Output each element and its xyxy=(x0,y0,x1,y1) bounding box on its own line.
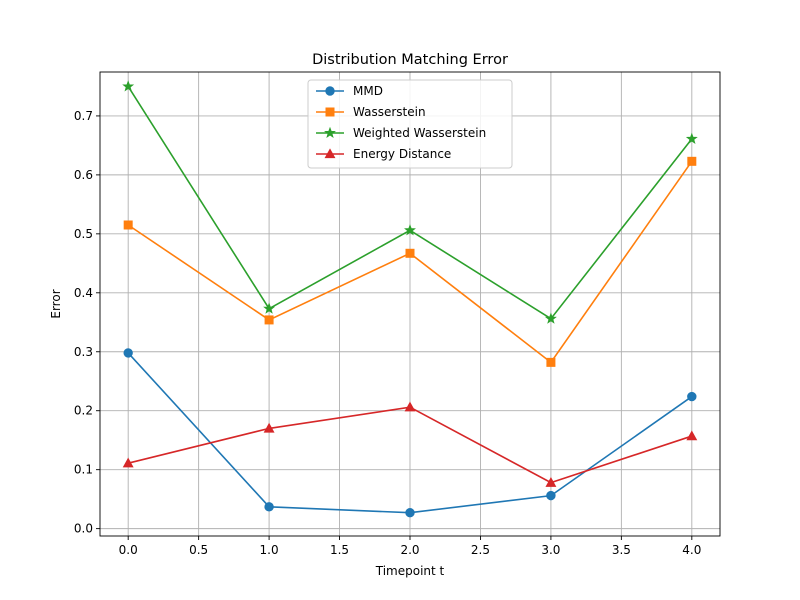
data-point-triangle xyxy=(545,477,557,487)
data-point-square xyxy=(546,357,556,367)
series-mmd xyxy=(123,348,697,518)
x-tick-label: 1.5 xyxy=(330,543,349,557)
data-point-square xyxy=(264,315,274,325)
grid xyxy=(100,72,720,536)
y-axis-label: Error xyxy=(49,289,63,318)
legend-marker-star xyxy=(324,126,336,139)
chart-title: Distribution Matching Error xyxy=(312,52,508,68)
y-tick-label: 0.2 xyxy=(74,404,93,418)
legend-marker-triangle xyxy=(324,148,336,159)
series-wasserstein xyxy=(123,156,697,367)
legend-label: Weighted Wasserstein xyxy=(353,126,486,140)
data-point-square xyxy=(687,156,697,166)
x-tick-label: 3.5 xyxy=(612,543,631,557)
data-point-triangle xyxy=(263,422,275,433)
legend-marker-square xyxy=(325,107,335,117)
y-tick-label: 0.1 xyxy=(74,463,93,477)
x-axis-label: Timepoint t xyxy=(375,564,445,578)
legend-item: Energy Distance xyxy=(316,147,451,161)
data-point-square xyxy=(405,248,415,258)
series-weighted-wasserstein xyxy=(122,80,698,324)
data-point-circle xyxy=(264,502,274,512)
legend-label: MMD xyxy=(353,84,383,98)
data-point-circle xyxy=(546,490,556,501)
ticks: 0.0 0.5 1.0 1.5 2.0 2.5 3.0 3.5 4.0 0.0 0.1 0.2 0.3 0… xyxy=(74,109,701,557)
y-tick-label: 0.7 xyxy=(74,109,93,123)
y-tick-label: 0.5 xyxy=(74,227,93,241)
legend-item: MMD xyxy=(316,84,383,98)
legend-item: Wasserstein xyxy=(316,105,426,119)
legend-label: Energy Distance xyxy=(353,147,451,161)
y-tick-label: 0.6 xyxy=(74,168,93,182)
data-point-star xyxy=(404,224,416,236)
y-tick-label: 0.0 xyxy=(74,522,93,536)
data-point-triangle xyxy=(404,401,416,412)
data-point-square xyxy=(123,220,133,230)
x-tick-label: 2.5 xyxy=(471,543,490,557)
series-layer xyxy=(122,80,698,518)
series-energy-distance xyxy=(122,401,698,487)
x-tick-label: 2.0 xyxy=(400,543,419,557)
y-tick-label: 0.4 xyxy=(74,286,93,300)
legend-box xyxy=(307,79,513,169)
data-point-star xyxy=(122,80,135,92)
legend: MMD Wasserstein Weighted Wasserstein Energy… xyxy=(307,79,513,169)
x-tick-label: 0.0 xyxy=(119,543,138,557)
legend-marker-circle xyxy=(325,86,335,96)
data-point-circle xyxy=(123,348,133,358)
legend-label: Wasserstein xyxy=(353,105,426,119)
data-point-triangle xyxy=(122,457,134,468)
data-point-circle xyxy=(405,508,415,518)
x-tick-label: 3.0 xyxy=(541,543,560,557)
x-tick-label: 1.0 xyxy=(260,543,279,557)
x-tick-label: 4.0 xyxy=(682,543,701,557)
data-point-star xyxy=(263,302,276,314)
x-tick-label: 0.5 xyxy=(189,543,208,557)
data-point-circle xyxy=(687,391,697,402)
data-point-triangle xyxy=(686,430,698,441)
y-tick-label: 0.3 xyxy=(74,345,93,359)
data-point-star xyxy=(685,132,698,144)
data-point-star xyxy=(544,312,557,324)
legend-item: Weighted Wasserstein xyxy=(316,126,486,140)
